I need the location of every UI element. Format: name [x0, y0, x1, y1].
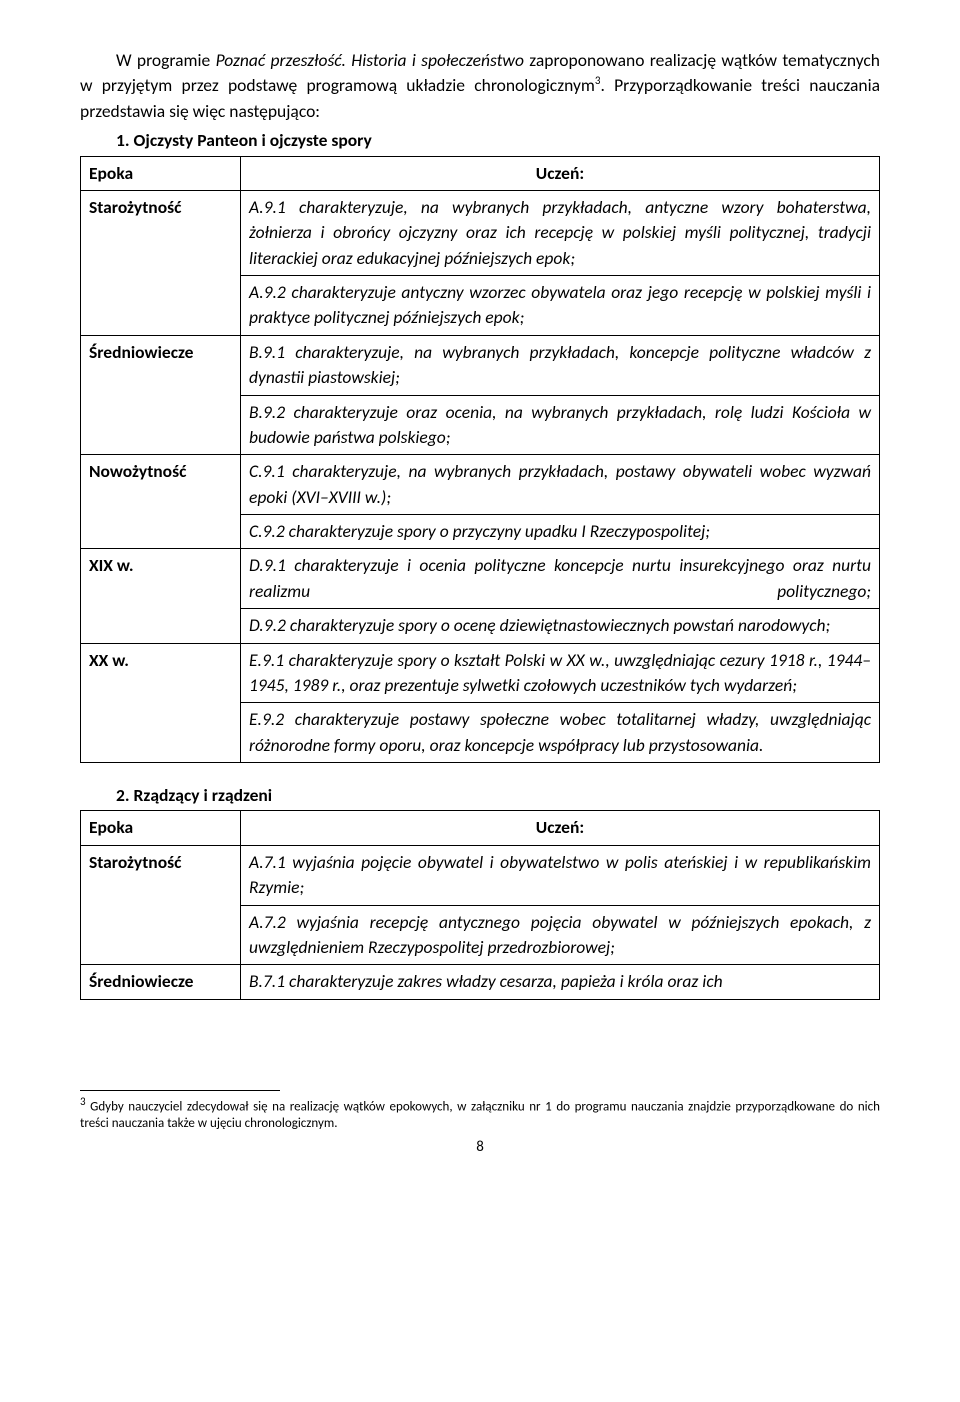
content-cell: E.9.1 charakteryzuje spory o kształt Pol… [241, 643, 880, 703]
era-cell: XIX w. [81, 549, 241, 643]
content-cell: D.9.1 charakteryzuje i ocenia polityczne… [241, 549, 880, 609]
intro-b: Poznać przeszłość. Historia i społeczeńs… [216, 49, 524, 71]
section1-title: Ojczysty Panteon i ojczyste spory [134, 129, 372, 151]
table-section1: Epoka Uczeń: Starożytność A.9.1 charakte… [80, 156, 880, 764]
content-cell: E.9.2 charakteryzuje postawy społeczne w… [241, 703, 880, 763]
content-cell: B.7.1 charakteryzuje zakres władzy cesar… [241, 965, 880, 999]
content-cell: A.7.2 wyjaśnia recepcję antycznego pojęc… [241, 905, 880, 965]
header-epoka: Epoka [81, 811, 241, 845]
footnote-text: 3 Gdyby nauczyciel zdecydował się na rea… [80, 1095, 880, 1133]
table-row: Starożytność A.7.1 wyjaśnia pojęcie obyw… [81, 845, 880, 905]
content-cell: A.9.2 charakteryzuje antyczny wzorzec ob… [241, 276, 880, 336]
header-uczen: Uczeń: [241, 811, 880, 845]
header-uczen: Uczeń: [241, 156, 880, 190]
table-row: Epoka Uczeń: [81, 156, 880, 190]
section1-num: 1. [116, 129, 130, 151]
table-row: XIX w. D.9.1 charakteryzuje i ocenia pol… [81, 549, 880, 609]
era-cell: Nowożytność [81, 455, 241, 549]
content-cell: C.9.2 charakteryzuje spory o przyczyny u… [241, 515, 880, 549]
page-number: 8 [80, 1137, 880, 1159]
table-row: Epoka Uczeń: [81, 811, 880, 845]
section2-num: 2. [116, 784, 130, 806]
footnote-body: Gdyby nauczyciel zdecydował się na reali… [80, 1099, 880, 1131]
content-cell: C.9.1 charakteryzuje, na wybranych przyk… [241, 455, 880, 515]
table-section2: Epoka Uczeń: Starożytność A.7.1 wyjaśnia… [80, 810, 880, 999]
intro-paragraph: W programie Poznać przeszłość. Historia … [80, 48, 880, 124]
content-cell: D.9.2 charakteryzuje spory o ocenę dziew… [241, 609, 880, 643]
content-cell: A.9.1 charakteryzuje, na wybranych przyk… [241, 190, 880, 275]
era-cell: XX w. [81, 643, 241, 763]
table-row: XX w. E.9.1 charakteryzuje spory o kszta… [81, 643, 880, 703]
era-cell: Średniowiecze [81, 965, 241, 999]
table-row: Nowożytność C.9.1 charakteryzuje, na wyb… [81, 455, 880, 515]
footnote-separator [80, 1090, 280, 1091]
era-cell: Starożytność [81, 190, 241, 335]
content-cell: B.9.1 charakteryzuje, na wybranych przyk… [241, 335, 880, 395]
era-cell: Średniowiecze [81, 335, 241, 455]
section1-heading: 1. Ojczysty Panteon i ojczyste spory [80, 128, 880, 153]
content-cell: B.9.2 charakteryzuje oraz ocenia, na wyb… [241, 395, 880, 455]
section2-heading: 2. Rządzący i rządzeni [80, 783, 880, 808]
content-cell: A.7.1 wyjaśnia pojęcie obywatel i obywat… [241, 845, 880, 905]
table-row: Średniowiecze B.7.1 charakteryzuje zakre… [81, 965, 880, 999]
era-cell: Starożytność [81, 845, 241, 965]
section2-title: Rządzący i rządzeni [134, 784, 273, 806]
table-row: Średniowiecze B.9.1 charakteryzuje, na w… [81, 335, 880, 395]
header-epoka: Epoka [81, 156, 241, 190]
cell-text: D.9.1 charakteryzuje i ocenia polityczne… [249, 554, 871, 601]
table-row: Starożytność A.9.1 charakteryzuje, na wy… [81, 190, 880, 275]
intro-a: W programie [116, 49, 216, 71]
